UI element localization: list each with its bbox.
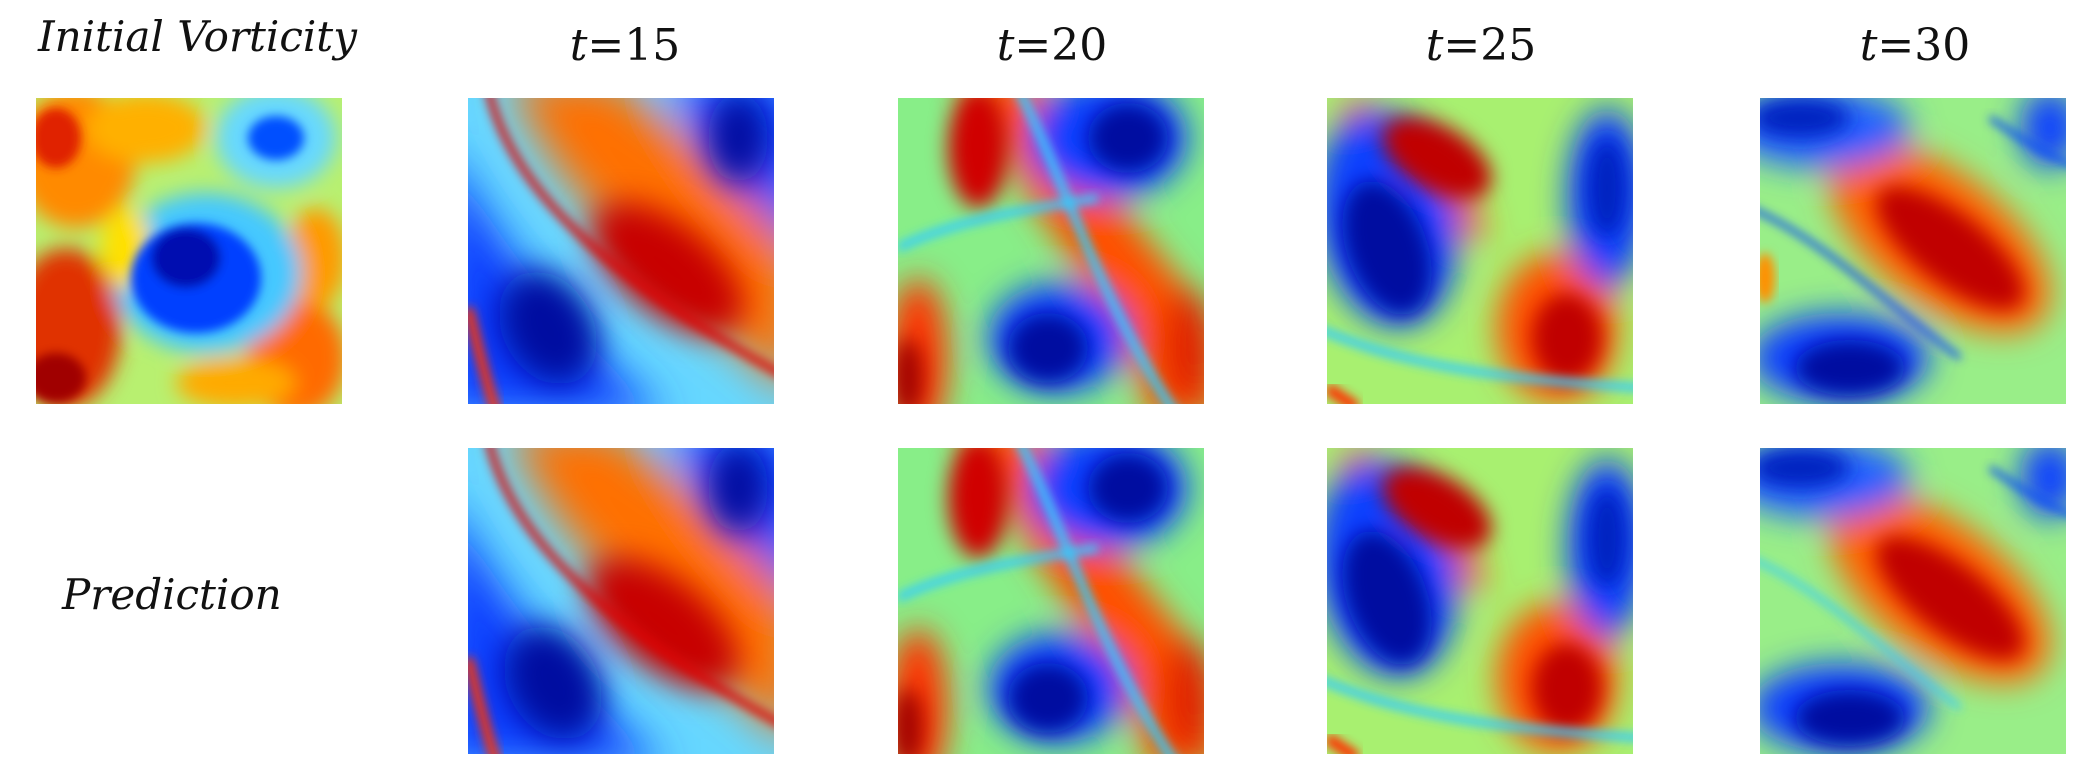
vorticity-field-t30-truth <box>1760 98 2066 404</box>
vorticity-field-t30-prediction <box>1760 448 2066 754</box>
vorticity-field-t25-truth <box>1327 98 1633 404</box>
initial-vorticity-field <box>36 98 342 404</box>
vorticity-field-t15-prediction <box>468 448 774 754</box>
time-label-25: t=25 <box>1425 20 1537 71</box>
time-label-20: t=20 <box>996 20 1108 71</box>
time-label-15: t=15 <box>569 20 681 71</box>
vorticity-field-t25-prediction <box>1327 448 1633 754</box>
vorticity-field-t20-prediction <box>898 448 1204 754</box>
vorticity-field-t15-truth <box>468 98 774 404</box>
prediction-label: Prediction <box>62 570 282 619</box>
initial-vorticity-label: Initial Vorticity <box>38 12 357 61</box>
time-label-30: t=30 <box>1859 20 1971 71</box>
vorticity-field-t20-truth <box>898 98 1204 404</box>
